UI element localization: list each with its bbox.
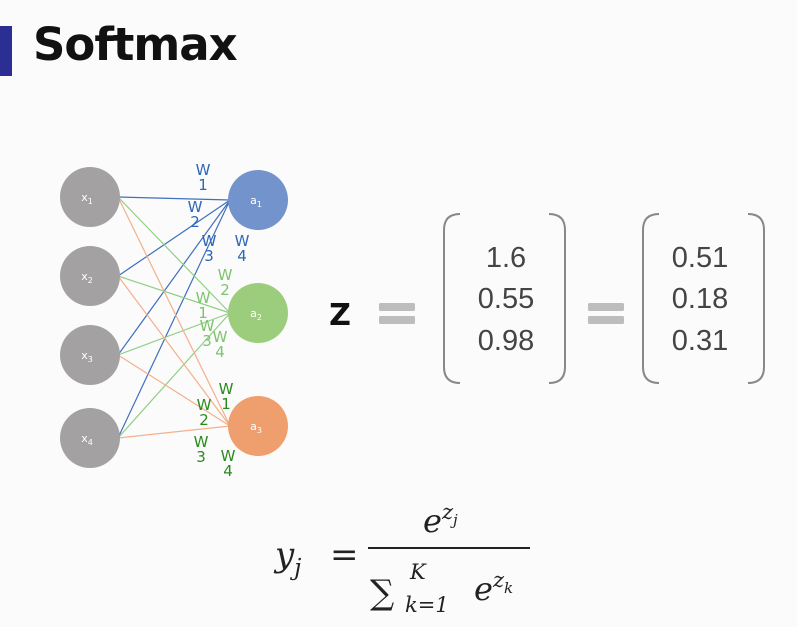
network-edge: [117, 425, 231, 439]
input-node-label: x3: [81, 349, 93, 364]
weight-labels: W 1W 2W 3W 4W 1W 2W 3 W 4W 1W 2W 3 W 4: [188, 161, 250, 480]
z-value: 0.98: [478, 325, 534, 357]
formula-denominator-exp: ezk: [474, 568, 513, 608]
network-edge: [117, 196, 231, 427]
formula-equals: =: [330, 535, 359, 575]
output-node-label: a2: [250, 307, 262, 322]
z-vector-brackets: [443, 213, 566, 384]
equals-sign-2: [588, 303, 624, 324]
output-node: a2: [228, 283, 288, 343]
input-node-label: x4: [81, 432, 93, 447]
network-edges: [117, 196, 231, 439]
z-value: 0.55: [478, 283, 534, 315]
z-vector: 1.6 0.55 0.98: [478, 242, 534, 357]
network-edge: [117, 354, 231, 427]
output-node: a3: [228, 396, 288, 456]
input-node: x2: [60, 246, 120, 306]
network-edge: [117, 199, 231, 439]
formula-numerator: ezj: [423, 500, 458, 540]
input-node: x1: [60, 167, 120, 227]
network-edge: [117, 312, 231, 439]
slide-title: Softmax: [33, 18, 238, 71]
formula-sum-upper: K: [409, 560, 427, 584]
network-edge: [117, 275, 231, 314]
network-edge: [117, 199, 231, 277]
network-edge: [117, 196, 231, 201]
z-value: 1.6: [486, 242, 526, 274]
formula-sum-symbol: ∑: [370, 573, 394, 613]
output-node-label: a3: [250, 420, 262, 435]
softmax-value: 0.31: [672, 325, 728, 357]
softmax-vector-brackets: [642, 213, 765, 384]
network-nodes: x1 x2 x3 x4 a1 a2 a3: [60, 167, 288, 468]
softmax-vector: 0.51 0.18 0.31: [672, 242, 728, 357]
input-node-label: x2: [81, 270, 93, 285]
softmax-formula: yj = ezj ∑ K k=1 ezk: [273, 500, 530, 617]
input-node: x4: [60, 408, 120, 468]
softmax-value: 0.51: [672, 242, 728, 274]
z-symbol: Z: [329, 298, 351, 333]
equals-sign-1: [379, 303, 415, 324]
formula-lhs: yj: [273, 535, 301, 581]
network-edge: [117, 275, 231, 427]
softmax-value: 0.18: [672, 283, 728, 315]
network-edge: [117, 312, 231, 356]
title-accent-bar: [0, 26, 12, 76]
input-node-label: x1: [81, 191, 93, 206]
output-node: a1: [228, 170, 288, 230]
network-edge: [117, 199, 231, 356]
formula-sum-lower: k=1: [405, 593, 449, 617]
input-node: x3: [60, 325, 120, 385]
output-node-label: a1: [250, 194, 262, 209]
network-edge: [117, 196, 231, 314]
